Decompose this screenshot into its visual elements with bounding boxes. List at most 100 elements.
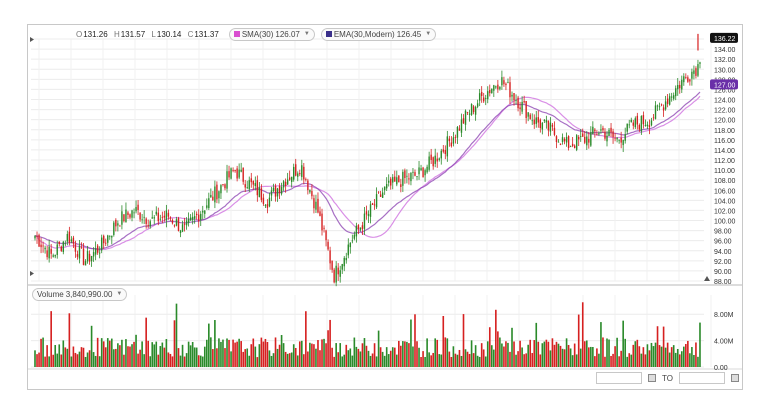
- volume-bar: [583, 341, 586, 367]
- volume-indicator-pill[interactable]: Volume 3,840,990.00 ▼: [32, 288, 128, 301]
- candle-body: [468, 113, 471, 115]
- volume-bar: [478, 356, 481, 367]
- volume-bar: [351, 355, 354, 367]
- volume-bar: [284, 351, 287, 367]
- candle-body: [111, 235, 113, 238]
- candle-body: [185, 220, 188, 226]
- candle-body: [632, 122, 634, 126]
- candle-body: [466, 111, 469, 113]
- volume-bar: [581, 302, 584, 367]
- volume-bar: [579, 348, 582, 367]
- candle-body: [695, 68, 697, 76]
- last-price-badge: [710, 32, 738, 43]
- candle-body: [254, 183, 257, 186]
- scroll-end-icon[interactable]: [704, 276, 710, 281]
- volume-bar: [349, 348, 352, 367]
- volume-bar: [288, 353, 291, 367]
- sma-indicator-pill[interactable]: SMA(30) 126.07 ▼: [228, 27, 315, 41]
- volume-bar: [72, 346, 75, 367]
- volume-bar: [40, 338, 42, 367]
- volume-bar: [612, 353, 614, 367]
- volume-bar: [446, 338, 449, 367]
- volume-bar: [311, 343, 313, 367]
- to-date-input[interactable]: [678, 372, 725, 384]
- calendar-icon[interactable]: [730, 374, 739, 382]
- candle-body: [505, 83, 507, 86]
- candle-body: [610, 127, 612, 133]
- volume-bar: [147, 340, 149, 367]
- candle-body: [232, 170, 234, 171]
- volume-bar: [298, 341, 301, 367]
- volume-bar: [361, 343, 364, 367]
- candle-body: [584, 136, 586, 143]
- candle-body: [559, 143, 562, 145]
- candle-body: [100, 237, 103, 251]
- candle-body: [662, 107, 665, 111]
- volume-bar: [490, 345, 493, 367]
- candle-body: [495, 86, 497, 88]
- calendar-icon[interactable]: [648, 374, 656, 382]
- candle-body: [76, 254, 79, 257]
- chevron-down-icon[interactable]: ▼: [303, 30, 310, 37]
- candle-body: [48, 246, 50, 259]
- candle-body: [305, 179, 307, 180]
- volume-bar: [44, 356, 46, 367]
- volume-bar: [258, 344, 261, 367]
- candle-body: [339, 270, 341, 277]
- candle-body: [325, 230, 327, 241]
- candle-body: [567, 136, 570, 148]
- candle-body: [351, 240, 354, 242]
- volume-bar: [92, 352, 95, 367]
- price-tick-label: 96.00: [714, 239, 732, 246]
- candle-body: [440, 150, 442, 159]
- volume-bar: [343, 354, 346, 367]
- volume-bar: [507, 342, 509, 367]
- volume-bar: [96, 337, 99, 367]
- candle-body: [347, 244, 349, 256]
- volume-bar: [678, 354, 681, 367]
- candle-body: [293, 166, 295, 180]
- candle-body: [622, 139, 624, 146]
- candle-body: [670, 96, 673, 98]
- volume-bar: [527, 344, 529, 367]
- candle-body: [323, 227, 325, 229]
- volume-bar: [208, 323, 210, 367]
- volume-bar: [240, 341, 242, 367]
- volume-bar: [36, 354, 38, 367]
- candle-body: [543, 119, 546, 121]
- candle-body: [650, 120, 653, 126]
- volume-bar: [387, 354, 390, 367]
- volume-bar: [242, 351, 244, 367]
- candle-body: [668, 96, 671, 105]
- chart-canvas[interactable]: 136.00134.00132.00130.00128.00126.00124.…: [28, 25, 742, 389]
- volume-bar: [430, 355, 432, 367]
- candle-body: [418, 167, 420, 175]
- candle-body: [511, 94, 513, 97]
- from-date-input[interactable]: [596, 372, 642, 384]
- volume-bar: [543, 341, 546, 367]
- candle-body: [654, 105, 657, 119]
- price-tick-label: 94.00: [714, 249, 732, 256]
- candle-body: [422, 167, 424, 178]
- ema-indicator-pill[interactable]: EMA(30,Modern) 126.45 ▼: [320, 27, 437, 41]
- chevron-down-icon[interactable]: ▼: [425, 30, 432, 37]
- chevron-down-icon[interactable]: ▼: [116, 291, 123, 297]
- volume-bar: [80, 347, 83, 367]
- close-value: 131.37: [194, 29, 219, 39]
- date-range-selector: TO: [596, 372, 739, 384]
- volume-bar: [135, 334, 137, 367]
- candle-body: [438, 158, 440, 160]
- candle-body: [240, 169, 242, 172]
- volume-bar: [395, 354, 398, 367]
- volume-bar: [497, 331, 499, 367]
- volume-bar: [656, 326, 659, 367]
- volume-tick-label: 0.00: [714, 365, 728, 372]
- volume-bar: [155, 341, 158, 367]
- candle-body: [94, 248, 97, 255]
- candle-body: [396, 177, 398, 185]
- candle-body: [141, 219, 143, 221]
- price-tick-label: 134.00: [714, 47, 736, 54]
- volume-bar: [181, 344, 184, 367]
- volume-bar: [139, 349, 141, 367]
- price-tick-label: 118.00: [714, 128, 735, 135]
